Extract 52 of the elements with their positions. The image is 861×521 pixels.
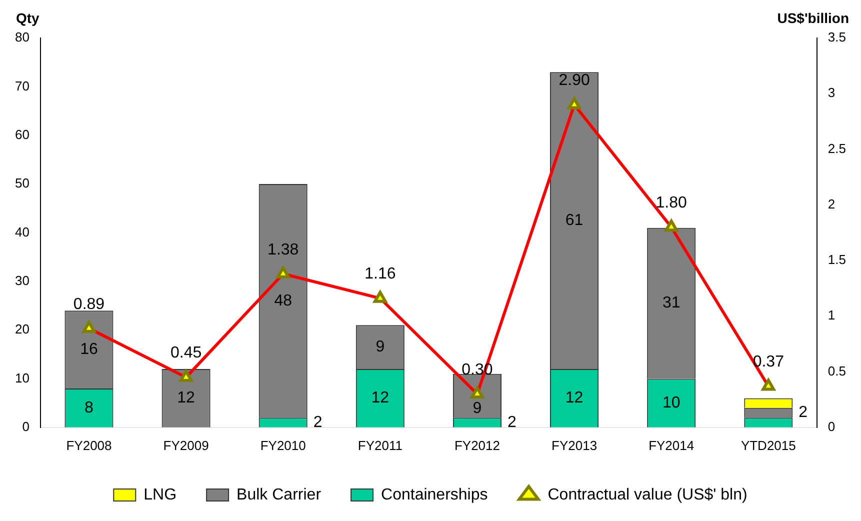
- y-tick-label: 40: [14, 224, 30, 240]
- data-label: 2: [798, 404, 808, 422]
- y2-tick-label: 3.5: [828, 30, 846, 45]
- y2-tick-label: 2.5: [828, 140, 846, 156]
- data-label: 1.38: [268, 241, 299, 258]
- x-tick-label: FY2011: [358, 438, 402, 453]
- y2-tick-label: 2: [828, 196, 836, 212]
- x-tick-label: FY2012: [454, 438, 500, 453]
- data-label: 0.45: [170, 344, 202, 362]
- y-tick-label: 70: [14, 78, 30, 94]
- y-tick-label: 60: [14, 126, 30, 142]
- x-tick-label: FY2013: [552, 438, 598, 453]
- data-label: 12: [177, 390, 196, 407]
- data-label: 12: [565, 390, 584, 407]
- data-label: 16: [80, 340, 98, 358]
- y2-tick-label: 1.5: [828, 252, 846, 268]
- data-label: 1.16: [364, 266, 396, 283]
- x-tick-label: FY2010: [260, 438, 306, 453]
- data-label: 12: [371, 390, 390, 407]
- y2-tick-label: 0.5: [828, 363, 846, 378]
- data-label: 10: [662, 394, 680, 412]
- data-label: 48: [274, 292, 292, 310]
- y-tick-label: 80: [14, 30, 30, 45]
- y-tick-label: 20: [14, 322, 30, 337]
- y2-tick-label: 1: [828, 308, 836, 323]
- data-label: 9: [376, 338, 385, 356]
- legend-label: LNG: [144, 486, 177, 504]
- data-label: 0.89: [73, 296, 105, 313]
- data-label: 2.90: [558, 72, 590, 90]
- y-tick-label: 30: [14, 272, 30, 288]
- data-label: 1.80: [656, 194, 688, 212]
- x-tick-label: FY2008: [66, 438, 112, 453]
- data-label: 8: [84, 399, 94, 416]
- y-tick-label: 50: [14, 176, 30, 191]
- x-tick-label: YTD2015: [740, 438, 796, 453]
- legend-label: Contractual value (US$' bln): [548, 486, 748, 504]
- x-tick-label: FY2014: [648, 438, 694, 453]
- y-axis-title: Qty: [16, 10, 40, 26]
- legend-label: Bulk Carrier: [236, 486, 322, 504]
- y2-axis-title: US$'billion: [777, 10, 849, 26]
- data-label: 61: [565, 212, 584, 229]
- data-label: 0.37: [752, 354, 784, 371]
- data-label: 2: [507, 414, 516, 431]
- y2-tick-label: 0: [828, 418, 836, 434]
- legend-label: Containerships: [381, 486, 488, 504]
- y-tick-label: 10: [14, 370, 30, 386]
- y-tick-label: 0: [22, 418, 30, 434]
- data-label: 31: [662, 294, 680, 312]
- x-tick-label: FY2009: [163, 438, 209, 453]
- data-label: 2: [313, 414, 322, 431]
- data-label: 9: [472, 400, 482, 418]
- y2-tick-label: 3: [828, 85, 836, 100]
